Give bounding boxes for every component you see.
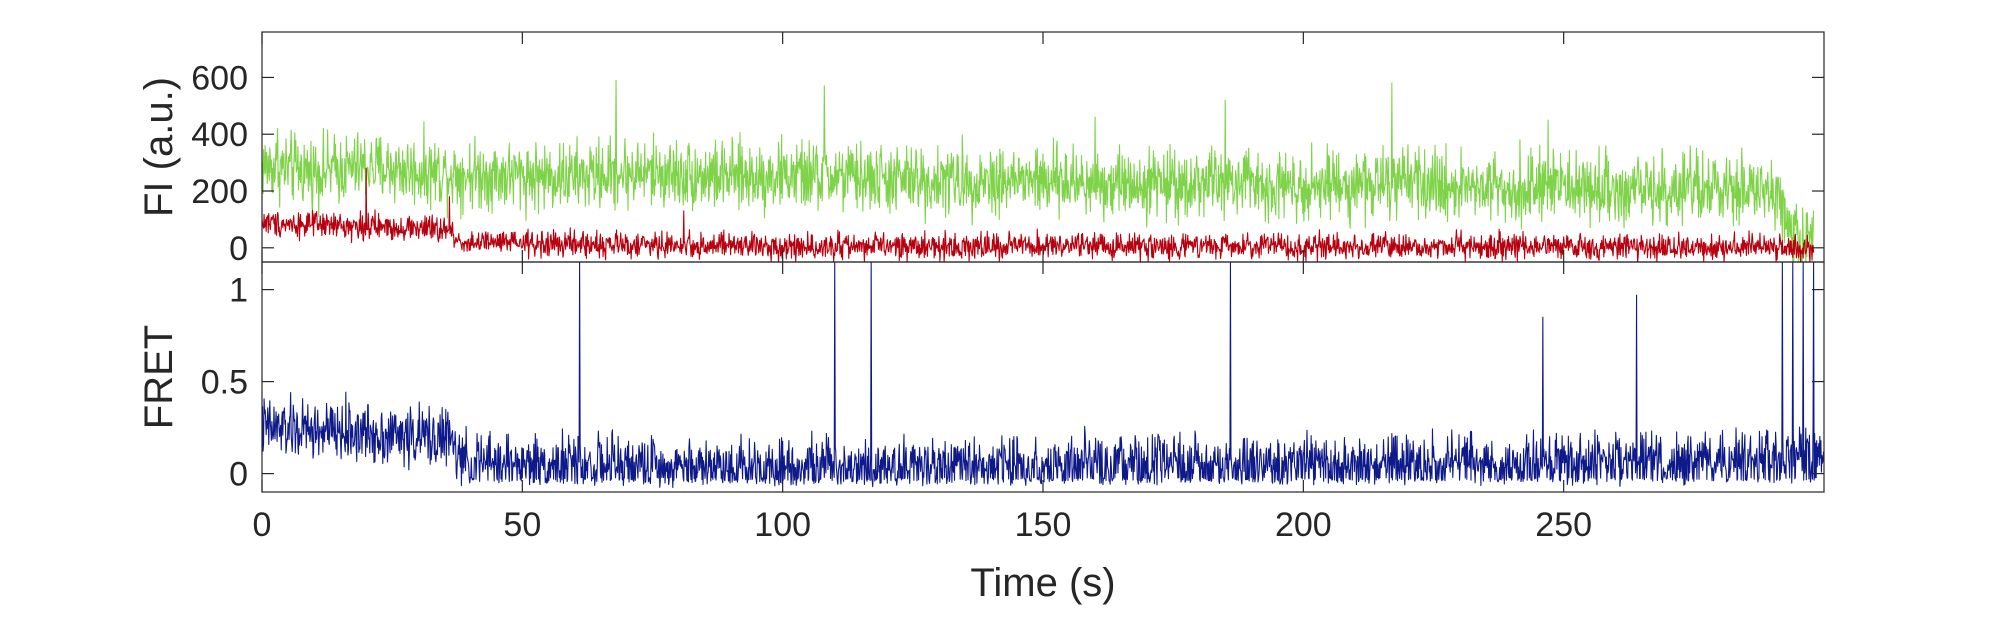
y-tick-label: 600	[191, 59, 248, 97]
fret-efficiency-panel: 00.51 0 50 100 150 200 250 FRET Time (s)	[137, 261, 1825, 605]
y-tick-label: 400	[191, 116, 248, 154]
bottom-y-axis-label: FRET	[137, 325, 181, 429]
x-tick-label: 50	[503, 506, 541, 544]
y-tick-label: 0	[229, 456, 248, 494]
x-tick-label: 150	[1015, 506, 1072, 544]
x-axis-label: Time (s)	[970, 561, 1115, 605]
x-tick-label: 100	[754, 506, 811, 544]
bottom-y-axis-ticks: 00.51	[201, 262, 1824, 494]
fluorescence-intensity-panel: 0 200 400 600 FI (a.u.)	[137, 31, 1825, 268]
y-tick-label: 0	[229, 230, 248, 268]
fluorescence-series-1	[262, 79, 1815, 262]
fret-traces	[262, 262, 1824, 489]
y-tick-label: 1	[229, 272, 248, 310]
y-tick-label: 200	[191, 173, 248, 211]
fluorescence-series-2	[262, 167, 1815, 262]
top-y-axis-label: FI (a.u.)	[137, 77, 181, 217]
x-axis-ticks: 0 50 100 150 200 250	[253, 506, 1592, 544]
x-tick-label: 200	[1275, 506, 1332, 544]
top-y-axis-ticks: 0 200 400 600	[191, 32, 1824, 268]
fluorescence-traces	[262, 79, 1815, 262]
x-tick-label: 250	[1535, 506, 1592, 544]
fret-series-1	[262, 262, 1824, 489]
x-tick-label: 0	[253, 506, 272, 544]
y-tick-label: 0.5	[201, 364, 248, 402]
